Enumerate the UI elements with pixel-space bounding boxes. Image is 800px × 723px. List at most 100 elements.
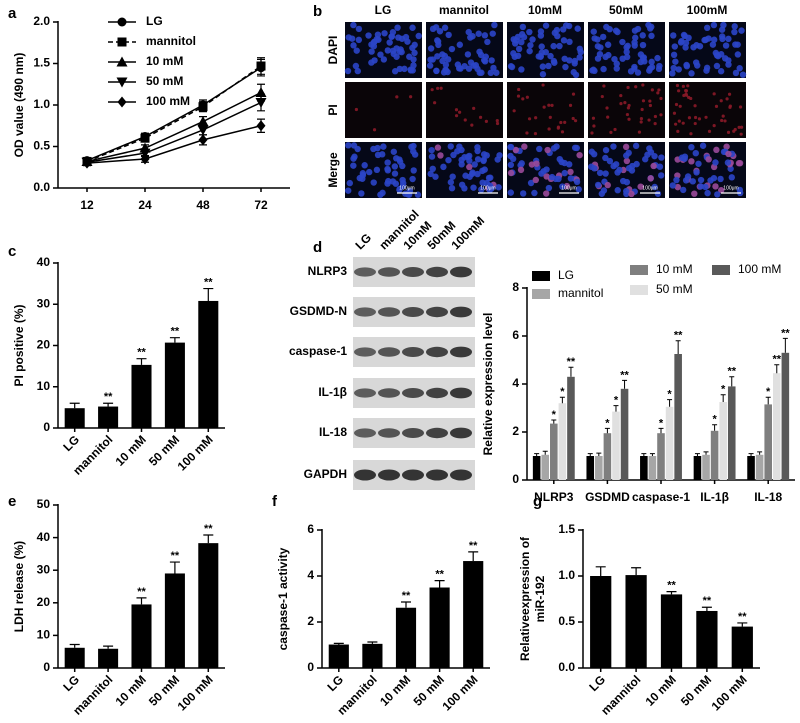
cell [427,45,435,52]
cell [606,157,614,165]
error-bar [596,452,602,456]
cell [693,42,700,49]
significance: ** [171,326,180,338]
marker [140,133,150,143]
cell [559,120,563,125]
scale-bar-label: 100μm [723,185,738,191]
cell [541,83,545,87]
cell [697,117,702,121]
cell [391,68,399,75]
bar [595,456,603,480]
cell [484,38,491,46]
cell [507,63,515,70]
cell [659,113,663,117]
cell [542,105,546,109]
cell [726,130,731,134]
error-bar [774,364,780,374]
error-bar [534,453,540,456]
cell [686,84,690,88]
cell [623,187,630,195]
cell [550,103,554,107]
cell [556,42,563,50]
error-bar [103,402,114,407]
cell [345,34,352,41]
significance: ** [667,580,676,592]
cell [575,186,582,193]
cell [518,38,525,46]
cell [531,189,538,197]
error-bar [658,427,664,434]
bar [463,561,484,668]
cell [693,115,698,120]
cell [628,190,635,198]
bar [98,648,119,668]
error-bar [468,551,479,562]
cell [507,169,515,177]
cell [631,27,639,34]
cell [680,31,688,39]
cell [401,65,408,73]
cell [468,170,476,178]
cell [693,121,697,126]
y-tick-label: 1.5 [33,56,50,70]
significance: * [605,417,610,429]
cell [350,142,358,149]
cell [560,130,565,134]
error-bar [136,358,147,365]
cell [526,47,533,55]
cell [518,31,526,38]
cell [682,44,689,51]
cell [626,106,631,110]
cell [688,158,695,165]
cell [685,34,692,42]
cell [680,186,687,194]
cell [602,154,609,162]
line [86,65,262,163]
cell [721,114,725,118]
cell [519,23,527,31]
cell [350,21,357,29]
cell [483,179,490,187]
bar [612,411,620,480]
bar [429,587,450,668]
bar [64,408,85,428]
band [378,307,400,317]
x-tick-label: IL-18 [754,490,782,504]
cell [562,63,569,71]
protein-label: GSDMD-N [290,304,347,318]
cell [681,121,685,125]
y-axis-label: Relativeexpression of [518,536,532,661]
error-bar [333,642,344,645]
y-tick-label: 10 [37,628,51,642]
cell [704,189,711,197]
x-tick-label: 100 mM [175,672,216,713]
cell [380,143,387,150]
cell [722,42,730,49]
cell [470,123,474,127]
cell [610,143,617,150]
cell [571,116,575,121]
cell [444,68,451,76]
y-tick-label: 2 [512,424,519,438]
band [378,428,400,438]
cell [634,85,638,89]
x-tick-label: mannitol [598,672,643,717]
legend-label: 50 mM [146,74,183,88]
cell [641,99,646,103]
image-background [669,82,746,138]
significance: ** [137,586,146,598]
cell [625,149,632,157]
y-axis-label: caspase-1 activity [276,547,290,650]
marker [197,116,209,127]
cell [487,174,494,181]
bar [660,594,683,668]
band [378,267,400,277]
panel-label: g [533,493,542,510]
cell [738,105,743,109]
cell [623,157,631,165]
micrograph [426,21,503,78]
cell [404,38,411,45]
bar [710,430,719,480]
cell [415,32,422,40]
cell [596,169,604,177]
